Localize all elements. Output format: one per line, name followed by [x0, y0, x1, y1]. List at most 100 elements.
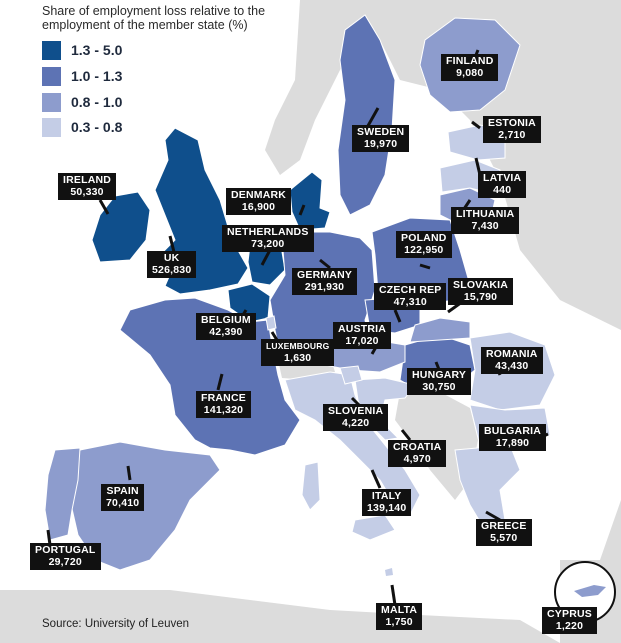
- region-sardinia: [301, 461, 321, 511]
- label-romania: ROMANIA 43,430: [481, 347, 543, 374]
- label-ireland: IRELAND 50,330: [58, 173, 117, 200]
- legend-swatch: [42, 92, 61, 112]
- legend-item: 0.8 - 1.0: [42, 92, 122, 112]
- legend-label: 1.3 - 5.0: [71, 42, 123, 58]
- country-name: ROMANIA: [486, 348, 538, 360]
- label-portugal: PORTUGAL 29,720: [30, 543, 101, 570]
- country-name: SLOVENIA: [328, 405, 384, 417]
- legend-swatch: [42, 117, 61, 137]
- region-greece: [454, 444, 521, 531]
- country-value: 29,720: [48, 555, 82, 568]
- country-value: 50,330: [70, 185, 104, 198]
- label-czech: CZECH REP 47,310: [374, 283, 447, 310]
- country-value: 1,220: [555, 619, 584, 632]
- label-slovakia: SLOVAKIA 15,790: [448, 278, 514, 305]
- label-italy: ITALY 139,140: [362, 489, 412, 516]
- legend-swatch: [42, 66, 61, 86]
- country-value: 47,310: [393, 295, 427, 308]
- country-value: 2,710: [498, 128, 526, 141]
- country-value: 4,220: [342, 416, 370, 429]
- label-croatia: CROATIA 4,970: [388, 440, 447, 467]
- country-value: 17,020: [345, 334, 379, 347]
- country-value: 291,930: [304, 280, 345, 293]
- country-name: AUSTRIA: [338, 323, 387, 335]
- label-spain: SPAIN 70,410: [101, 484, 145, 511]
- label-finland: FINLAND 9,080: [441, 54, 499, 81]
- label-sweden: SWEDEN 19,970: [352, 125, 410, 152]
- country-value: 7,430: [471, 219, 499, 232]
- country-value: 141,320: [203, 403, 244, 416]
- region-portugal: [44, 447, 81, 541]
- legend-label: 0.8 - 1.0: [71, 94, 123, 110]
- label-netherlands: NETHERLANDS 73,200: [222, 225, 314, 252]
- north-africa: [0, 590, 560, 643]
- country-value: 17,890: [495, 436, 530, 449]
- region-denmark: [289, 171, 331, 231]
- country-name: DENMARK: [231, 189, 287, 201]
- country-name: CROATIA: [393, 441, 442, 453]
- region-slovenia: [339, 365, 363, 385]
- country-name: POLAND: [401, 232, 447, 244]
- label-bulgaria: BULGARIA 17,890: [479, 424, 547, 451]
- legend-label: 1.0 - 1.3: [71, 68, 123, 84]
- country-name: LUXEMBOURG: [266, 341, 330, 351]
- country-value: 1,750: [385, 615, 413, 628]
- country-value: 43,430: [495, 359, 529, 372]
- country-name: ESTONIA: [488, 117, 536, 129]
- region-sweden: [337, 14, 396, 216]
- non-eu-land: [300, 0, 621, 643]
- country-name: FRANCE: [201, 392, 246, 404]
- country-name: ITALY: [371, 490, 402, 502]
- country-value: 73,200: [251, 237, 285, 250]
- country-name: SLOVAKIA: [453, 279, 509, 291]
- country-name: IRELAND: [63, 174, 112, 186]
- legend-item: 1.3 - 5.0: [42, 40, 122, 60]
- cyprus-inset: [574, 585, 606, 597]
- country-value: 526,830: [152, 263, 192, 276]
- country-name: NETHERLANDS: [227, 226, 309, 238]
- label-slovenia: SLOVENIA 4,220: [323, 404, 389, 431]
- country-name: GREECE: [481, 520, 527, 532]
- country-name: LITHUANIA: [456, 208, 515, 220]
- label-uk: UK 526,830: [147, 251, 197, 278]
- country-value: 1,630: [284, 351, 312, 364]
- country-name: PORTUGAL: [35, 544, 96, 556]
- country-value: 15,790: [463, 290, 498, 303]
- country-name: CZECH REP: [379, 284, 442, 296]
- country-name: FINLAND: [446, 55, 494, 67]
- label-greece: GREECE 5,570: [476, 519, 532, 546]
- label-estonia: ESTONIA 2,710: [483, 116, 541, 143]
- label-denmark: DENMARK 16,900: [226, 188, 292, 215]
- legend-label: 0.3 - 0.8: [71, 119, 123, 135]
- label-belgium: BELGIUM 42,390: [196, 313, 256, 340]
- source-note: Source: University of Leuven: [42, 618, 190, 630]
- label-luxembourg: LUXEMBOURG 1,630: [261, 339, 335, 366]
- label-poland: POLAND 122,950: [396, 231, 452, 258]
- label-malta: MALTA 1,750: [376, 603, 423, 630]
- country-name: HUNGARY: [412, 369, 467, 381]
- country-name: LATVIA: [483, 172, 522, 184]
- country-value: 30,750: [422, 380, 456, 393]
- country-value: 5,570: [490, 531, 518, 544]
- country-name: MALTA: [381, 604, 418, 616]
- legend-swatch: [42, 40, 61, 60]
- label-hungary: HUNGARY 30,750: [407, 368, 472, 395]
- country-value: 16,900: [241, 200, 276, 213]
- country-value: 19,970: [363, 137, 398, 150]
- region-malta: [385, 568, 393, 576]
- region-luxembourg: [265, 315, 277, 331]
- country-value: 122,950: [404, 243, 444, 256]
- country-value: 70,410: [106, 496, 140, 509]
- country-name: BELGIUM: [201, 314, 251, 326]
- country-value: 440: [493, 183, 512, 196]
- country-name: SPAIN: [106, 485, 139, 497]
- country-value: 9,080: [456, 66, 484, 79]
- norway: [265, 0, 355, 175]
- label-lithuania: LITHUANIA 7,430: [451, 207, 520, 234]
- legend-item: 0.3 - 0.8: [42, 117, 122, 137]
- country-name: BULGARIA: [484, 425, 542, 437]
- legend-item: 1.0 - 1.3: [42, 66, 122, 86]
- legend-title: Share of employment loss relative to the…: [42, 4, 266, 32]
- country-name: CYPRUS: [547, 608, 592, 620]
- country-name: SWEDEN: [357, 126, 405, 138]
